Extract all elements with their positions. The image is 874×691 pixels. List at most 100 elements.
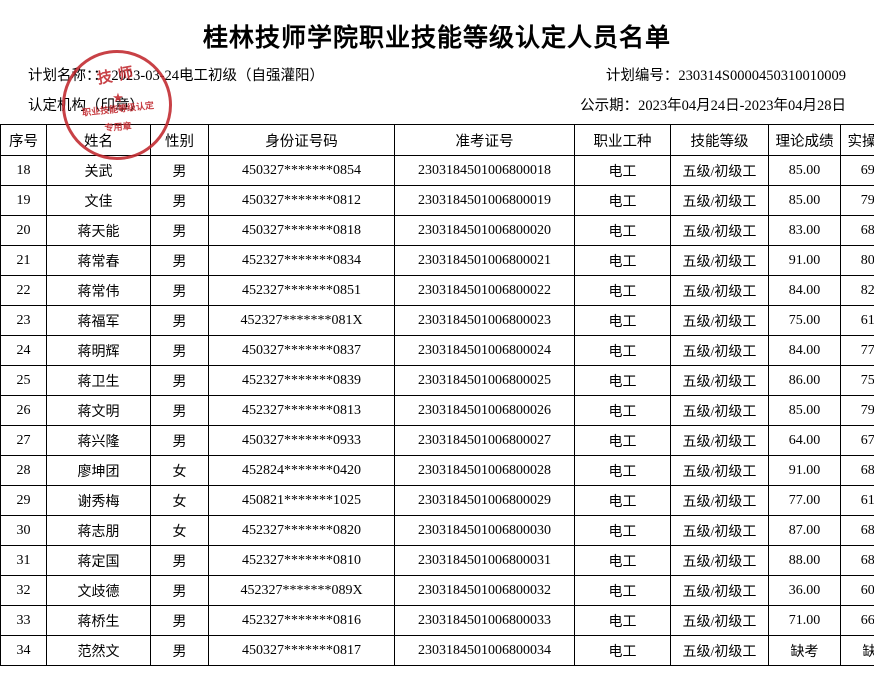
cell-seq: 20 [1,216,47,246]
cell-skill-level: 五级/初级工 [671,216,769,246]
cell-name: 蒋天能 [47,216,151,246]
cell-practice-score: 66.00 [841,606,874,636]
cell-theory-score: 77.00 [769,486,841,516]
publicity-value: 2023年04月24日-2023年04月28日 [638,98,846,114]
plan-no-field: 计划编号：230314S0000450310010009 [606,64,846,85]
cell-name: 蒋常伟 [47,276,151,306]
column-header-name: 姓名 [47,125,151,156]
cell-theory-score: 缺考 [769,636,841,666]
cell-id-number: 452327*******0820 [209,516,395,546]
cell-gender: 男 [151,396,209,426]
cell-gender: 男 [151,636,209,666]
cell-skill-level: 五级/初级工 [671,186,769,216]
cell-exam-number: 2303184501006800029 [395,486,575,516]
cell-practice-score: 67.00 [841,426,874,456]
cell-occupation: 电工 [575,426,671,456]
cell-id-number: 452327*******081X [209,306,395,336]
cell-occupation: 电工 [575,246,671,276]
cell-occupation: 电工 [575,456,671,486]
cell-theory-score: 88.00 [769,546,841,576]
cell-seq: 23 [1,306,47,336]
cell-name: 蒋明辉 [47,336,151,366]
cell-occupation: 电工 [575,636,671,666]
column-header-exam-number: 准考证号 [395,125,575,156]
cell-seq: 29 [1,486,47,516]
plan-name-label: 计划名称：： [28,68,108,84]
cell-id-number: 450327*******0854 [209,156,395,186]
cell-practice-score: 61.00 [841,486,874,516]
cell-seq: 30 [1,516,47,546]
cell-id-number: 452327*******0810 [209,546,395,576]
cell-exam-number: 2303184501006800028 [395,456,575,486]
cell-practice-score: 68.00 [841,456,874,486]
cell-name: 文歧德 [47,576,151,606]
cell-gender: 男 [151,426,209,456]
cell-gender: 女 [151,516,209,546]
cell-theory-score: 86.00 [769,366,841,396]
cell-seq: 18 [1,156,47,186]
meta-row-org: 认定机构（印章） 公示期：2023年04月24日-2023年04月28日 [28,94,846,115]
cell-skill-level: 五级/初级工 [671,366,769,396]
cell-gender: 男 [151,276,209,306]
cell-practice-score: 69.00 [841,156,874,186]
cell-name: 蒋福军 [47,306,151,336]
cell-name: 文佳 [47,186,151,216]
cell-occupation: 电工 [575,606,671,636]
cell-theory-score: 83.00 [769,216,841,246]
cell-occupation: 电工 [575,576,671,606]
cell-seq: 21 [1,246,47,276]
cell-practice-score: 75.00 [841,366,874,396]
cell-theory-score: 91.00 [769,246,841,276]
cell-id-number: 450821*******1025 [209,486,395,516]
column-header-id-number: 身份证号码 [209,125,395,156]
cell-name: 范然文 [47,636,151,666]
cell-id-number: 450327*******0817 [209,636,395,666]
cell-id-number: 452327*******0813 [209,396,395,426]
cell-practice-score: 79.00 [841,186,874,216]
cell-skill-level: 五级/初级工 [671,636,769,666]
cell-theory-score: 85.00 [769,186,841,216]
cell-id-number: 452327*******0834 [209,246,395,276]
plan-name-field: 计划名称：： 2023-03-24电工初级（自强灌阳） [28,64,324,85]
cell-practice-score: 61.00 [841,306,874,336]
cell-exam-number: 2303184501006800019 [395,186,575,216]
organization-field: 认定机构（印章） [28,94,144,115]
cell-occupation: 电工 [575,306,671,336]
cell-practice-score: 60.00 [841,576,874,606]
cell-practice-score: 68.00 [841,216,874,246]
cell-theory-score: 71.00 [769,606,841,636]
cell-exam-number: 2303184501006800030 [395,516,575,546]
cell-theory-score: 36.00 [769,576,841,606]
cell-exam-number: 2303184501006800031 [395,546,575,576]
cell-skill-level: 五级/初级工 [671,576,769,606]
publicity-label: 公示期： [580,98,638,114]
column-header-occupation: 职业工种 [575,125,671,156]
cell-seq: 24 [1,336,47,366]
cell-gender: 男 [151,246,209,276]
cell-skill-level: 五级/初级工 [671,336,769,366]
document-meta: 计划名称：： 2023-03-24电工初级（自强灌阳） 计划编号：230314S… [0,64,874,115]
plan-name-value: 2023-03-24电工初级（自强灌阳） [111,68,324,84]
cell-skill-level: 五级/初级工 [671,516,769,546]
plan-no-value: 230314S0000450310010009 [678,68,846,84]
cell-gender: 男 [151,576,209,606]
cell-seq: 26 [1,396,47,426]
cell-occupation: 电工 [575,156,671,186]
table-header-row: 序号姓名性别身份证号码准考证号职业工种技能等级理论成绩实操成绩 [1,125,874,156]
cell-occupation: 电工 [575,486,671,516]
cell-practice-score: 68.00 [841,546,874,576]
cell-gender: 男 [151,306,209,336]
cell-gender: 男 [151,366,209,396]
cell-name: 蒋定国 [47,546,151,576]
cell-gender: 男 [151,156,209,186]
cell-gender: 男 [151,216,209,246]
cell-exam-number: 2303184501006800034 [395,636,575,666]
cell-gender: 女 [151,456,209,486]
roster-table: 序号姓名性别身份证号码准考证号职业工种技能等级理论成绩实操成绩 18关武男450… [0,124,874,666]
cell-id-number: 450327*******0837 [209,336,395,366]
publicity-period-field: 公示期：2023年04月24日-2023年04月28日 [580,94,846,115]
